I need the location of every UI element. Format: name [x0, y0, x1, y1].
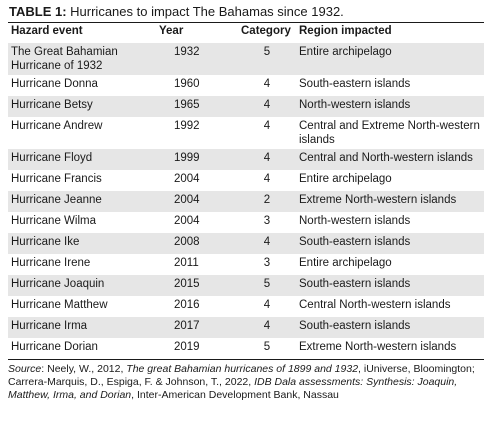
- cell-region-impacted: Central and Extreme North-western island…: [299, 120, 480, 146]
- table-row: Hurricane Jeanne 2004 2 Extreme North-weste…: [8, 191, 484, 212]
- cell-category: 5: [238, 275, 296, 296]
- cell-year: 1932: [156, 43, 238, 75]
- cell-category: 4: [263, 299, 271, 311]
- table-row: Hurricane Irma 2017 4 South-eastern islands: [8, 317, 484, 338]
- cell-region-impacted: Extreme North-western islands: [296, 338, 484, 360]
- table-header-row: Hazard event Year Category Region impact…: [8, 22, 484, 44]
- cell-region-impacted: South-eastern islands: [296, 275, 484, 296]
- cell-region-impacted: Entire archipelago: [296, 43, 484, 75]
- cell-year: 1992: [174, 120, 200, 132]
- hurricanes-table: Hazard event Year Category Region impact…: [8, 22, 484, 360]
- cell-region-impacted: Extreme North-western islands: [296, 191, 484, 212]
- cell-category: 4: [263, 78, 271, 90]
- table-row: Hurricane Andrew 1992 4 Central and Extreme…: [8, 117, 484, 149]
- cell-hazard-event: Hurricane Irene: [11, 257, 91, 269]
- cell-hazard-event: The Great Bahamian Hurricane of 1932: [8, 43, 156, 75]
- cell-category: 5: [238, 43, 296, 75]
- table-row: Hurricane Joaquin 2015 5 South-eastern isla…: [8, 275, 484, 296]
- table-row: Hurricane Matthew 2016 4 Central North-west…: [8, 296, 484, 317]
- cell-category: 2: [238, 191, 296, 212]
- table-row: Hurricane Ike 2008 4 South-eastern islands: [8, 233, 484, 254]
- cell-hazard-event: Hurricane Ike: [8, 233, 156, 254]
- cell-hazard-event: Hurricane Floyd: [8, 149, 156, 170]
- caption-text: Hurricanes to impact The Bahamas since 1…: [66, 4, 344, 19]
- cell-year: 2016: [174, 299, 200, 311]
- table-row: Hurricane Dorian 2019 5 Extreme North-weste…: [8, 338, 484, 360]
- cell-hazard-event: Hurricane Francis: [11, 173, 102, 185]
- cell-region-impacted: Central North-western islands: [299, 299, 451, 311]
- cell-category: 5: [238, 338, 296, 360]
- cell-year: 1999: [156, 149, 238, 170]
- table-row: The Great Bahamian Hurricane of 1932 1932…: [8, 43, 484, 75]
- cell-region-impacted: Entire archipelago: [299, 257, 392, 269]
- header-region-impacted: Region impacted: [299, 25, 392, 37]
- cell-region-impacted: North-western islands: [299, 215, 411, 227]
- header-hazard-event: Hazard event: [11, 25, 83, 37]
- source-title-1: The great Bahamian hurricanes of 1899 an…: [126, 363, 359, 375]
- cell-category: 4: [238, 96, 296, 117]
- source-label: Source: [8, 363, 42, 375]
- cell-year: 2008: [156, 233, 238, 254]
- cell-hazard-event: Hurricane Wilma: [11, 215, 96, 227]
- table-row: Hurricane Irene 2011 3 Entire archipelago: [8, 254, 484, 275]
- cell-year: 2015: [156, 275, 238, 296]
- header-category: Category: [241, 25, 291, 37]
- table-caption: TABLE 1: Hurricanes to impact The Bahama…: [9, 4, 484, 19]
- cell-category: 4: [263, 173, 271, 185]
- cell-region-impacted: South-eastern islands: [299, 78, 411, 90]
- cell-year: 1960: [174, 78, 200, 90]
- cell-year: 2011: [174, 257, 199, 269]
- table-row: Hurricane Floyd 1999 4 Central and North-we…: [8, 149, 484, 170]
- cell-region-impacted: North-western islands: [296, 96, 484, 117]
- cell-year: 2017: [156, 317, 238, 338]
- source-note: Source: Neely, W., 2012, The great Baham…: [8, 363, 484, 402]
- table-body: The Great Bahamian Hurricane of 1932 1932…: [8, 43, 484, 360]
- cell-category: 4: [238, 317, 296, 338]
- cell-category: 4: [238, 233, 296, 254]
- cell-year: 2004: [174, 215, 200, 227]
- cell-year: 2019: [156, 338, 238, 360]
- cell-hazard-event: Hurricane Irma: [8, 317, 156, 338]
- cell-year: 2004: [174, 173, 200, 185]
- cell-hazard-event: Hurricane Matthew: [11, 299, 108, 311]
- caption-label: TABLE 1:: [9, 4, 67, 19]
- table-row: Hurricane Wilma 2004 3 North-western island…: [8, 212, 484, 233]
- cell-hazard-event: Hurricane Joaquin: [8, 275, 156, 296]
- source-part-1: : Neely, W., 2012,: [41, 363, 127, 375]
- cell-hazard-event: Hurricane Dorian: [8, 338, 156, 360]
- cell-region-impacted: South-eastern islands: [296, 233, 484, 254]
- source-part-2: , iUniverse, Bloomington; Carrera-Marqui…: [8, 363, 475, 388]
- cell-year: 1965: [156, 96, 238, 117]
- table-row: Hurricane Betsy 1965 4 North-western island…: [8, 96, 484, 117]
- cell-hazard-event: Hurricane Jeanne: [8, 191, 156, 212]
- cell-year: 2004: [156, 191, 238, 212]
- cell-category: 4: [238, 149, 296, 170]
- cell-hazard-event: Hurricane Donna: [11, 78, 98, 90]
- cell-region-impacted: Entire archipelago: [299, 173, 392, 185]
- table-row: Hurricane Donna 1960 4 South-eastern island…: [8, 75, 484, 96]
- cell-category: 3: [263, 257, 271, 269]
- cell-hazard-event: Hurricane Betsy: [8, 96, 156, 117]
- table-row: Hurricane Francis 2004 4 Entire archipelago: [8, 170, 484, 191]
- cell-region-impacted: South-eastern islands: [296, 317, 484, 338]
- source-part-3: , Inter-American Development Bank, Nassa…: [131, 389, 339, 401]
- cell-category: 4: [263, 120, 271, 132]
- source-title-2: IDB Dala assessments: Synthesis: Joaquin…: [8, 376, 458, 401]
- cell-region-impacted: Central and North-western islands: [296, 149, 484, 170]
- header-year: Year: [159, 25, 184, 37]
- cell-hazard-event: Hurricane Andrew: [11, 120, 103, 132]
- cell-category: 3: [263, 215, 271, 227]
